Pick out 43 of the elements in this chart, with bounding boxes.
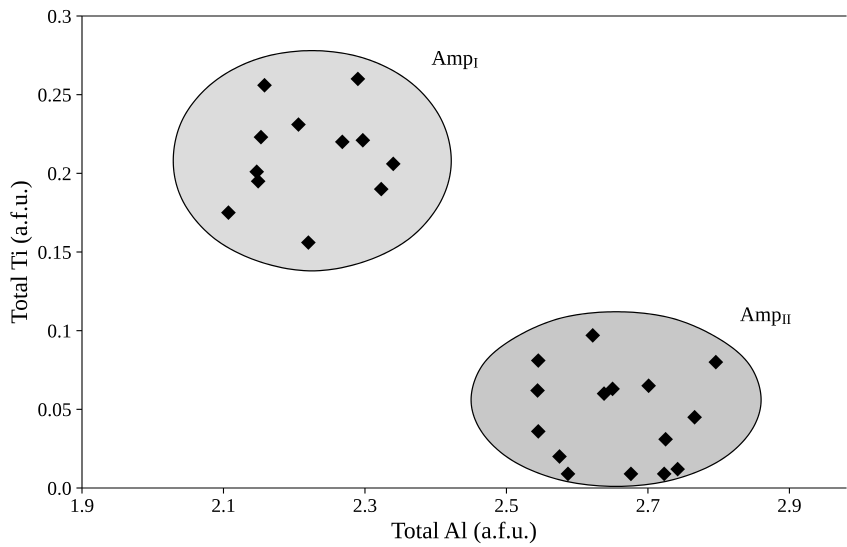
point	[374, 182, 388, 196]
y-tick-label: 0.05	[38, 403, 71, 416]
point	[251, 174, 266, 188]
y-tick-label: 0.2	[48, 167, 71, 180]
point	[605, 382, 620, 396]
point	[531, 424, 546, 438]
series-label: Amp$_{I}$	[432, 50, 478, 70]
point	[657, 466, 672, 481]
y-tick-label: 0.1	[48, 324, 70, 338]
x-tick-label: 2.7	[636, 499, 660, 512]
series-label: Amp$_{II}$	[740, 307, 791, 326]
point	[335, 134, 350, 149]
y-tick-label: 0.15	[38, 246, 71, 260]
point	[531, 353, 546, 368]
point	[642, 378, 656, 393]
point	[530, 383, 545, 398]
y-tick-label: 0.25	[38, 88, 71, 102]
x-tick-label: 2.1	[212, 499, 234, 512]
point	[658, 432, 673, 446]
point	[624, 466, 638, 481]
point	[586, 328, 600, 342]
x-axis-title: Total Al (a.f.u.)	[391, 522, 536, 544]
point	[552, 449, 567, 464]
point	[356, 133, 370, 148]
point	[301, 235, 316, 250]
point	[670, 462, 685, 476]
point	[560, 466, 576, 481]
point	[596, 386, 612, 401]
point	[350, 72, 365, 86]
y-tick-label: 0.0	[48, 482, 71, 496]
point	[257, 78, 272, 92]
x-tick-label: 2.9	[778, 499, 801, 512]
point	[688, 410, 702, 424]
x-tick-label: 2.3	[354, 499, 376, 512]
point	[386, 156, 400, 171]
point	[708, 355, 723, 370]
x-tick-label: 2.5	[495, 499, 518, 512]
y-axis-title: Total Ti (a.f.u.)	[10, 181, 32, 324]
y-tick-label: 0.3	[48, 10, 71, 24]
x-tick-label: 1.9	[72, 499, 94, 512]
point	[291, 117, 306, 132]
point	[221, 206, 236, 220]
point	[254, 130, 268, 144]
